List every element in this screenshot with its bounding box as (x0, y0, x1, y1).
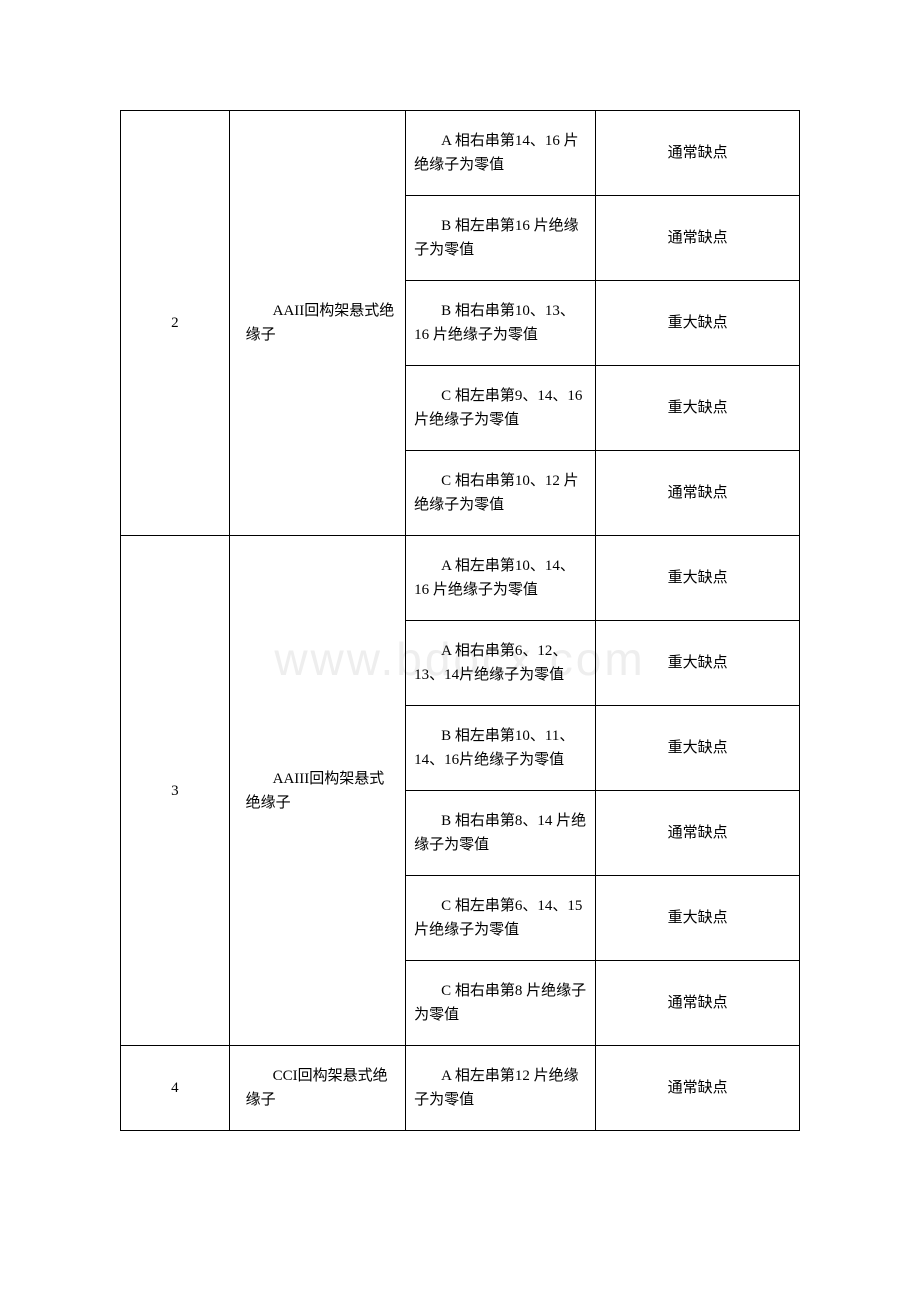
cell-status: 重大缺点 (596, 536, 800, 621)
cell-status: 通常缺点 (596, 196, 800, 281)
defect-table: 2AAII回构架悬式绝缘子A 相右串第14、16 片绝缘子为零值通常缺点B 相左… (120, 110, 800, 1131)
cell-number: 3 (121, 536, 230, 1046)
cell-status: 重大缺点 (596, 706, 800, 791)
cell-description: B 相左串第10、11、14、16片绝缘子为零值 (406, 706, 596, 791)
cell-name: AAIII回构架悬式绝缘子 (229, 536, 406, 1046)
cell-name: CCI回构架悬式绝缘子 (229, 1046, 406, 1131)
cell-description: B 相右串第10、13、16 片绝缘子为零值 (406, 281, 596, 366)
cell-status: 通常缺点 (596, 1046, 800, 1131)
table-wrapper: 2AAII回构架悬式绝缘子A 相右串第14、16 片绝缘子为零值通常缺点B 相左… (120, 110, 800, 1131)
cell-status: 通常缺点 (596, 451, 800, 536)
cell-description: C 相左串第6、14、15 片绝缘子为零值 (406, 876, 596, 961)
cell-description: C 相右串第10、12 片绝缘子为零值 (406, 451, 596, 536)
cell-status: 重大缺点 (596, 876, 800, 961)
cell-description: A 相左串第10、14、16 片绝缘子为零值 (406, 536, 596, 621)
cell-number: 2 (121, 111, 230, 536)
cell-description: A 相左串第12 片绝缘子为零值 (406, 1046, 596, 1131)
table-row: 3AAIII回构架悬式绝缘子A 相左串第10、14、16 片绝缘子为零值重大缺点 (121, 536, 800, 621)
cell-status: 重大缺点 (596, 281, 800, 366)
page-container: www.bdocx.com 2AAII回构架悬式绝缘子A 相右串第14、16 片… (120, 110, 800, 1131)
cell-status: 通常缺点 (596, 791, 800, 876)
cell-status: 通常缺点 (596, 961, 800, 1046)
table-row: 4CCI回构架悬式绝缘子A 相左串第12 片绝缘子为零值通常缺点 (121, 1046, 800, 1131)
cell-description: B 相左串第16 片绝缘子为零值 (406, 196, 596, 281)
cell-description: A 相右串第14、16 片绝缘子为零值 (406, 111, 596, 196)
cell-description: C 相左串第9、14、16 片绝缘子为零值 (406, 366, 596, 451)
cell-description: B 相右串第8、14 片绝缘子为零值 (406, 791, 596, 876)
cell-number: 4 (121, 1046, 230, 1131)
cell-status: 通常缺点 (596, 111, 800, 196)
cell-name: AAII回构架悬式绝缘子 (229, 111, 406, 536)
cell-status: 重大缺点 (596, 621, 800, 706)
cell-description: A 相右串第6、12、13、14片绝缘子为零值 (406, 621, 596, 706)
cell-description: C 相右串第8 片绝缘子为零值 (406, 961, 596, 1046)
cell-status: 重大缺点 (596, 366, 800, 451)
table-row: 2AAII回构架悬式绝缘子A 相右串第14、16 片绝缘子为零值通常缺点 (121, 111, 800, 196)
